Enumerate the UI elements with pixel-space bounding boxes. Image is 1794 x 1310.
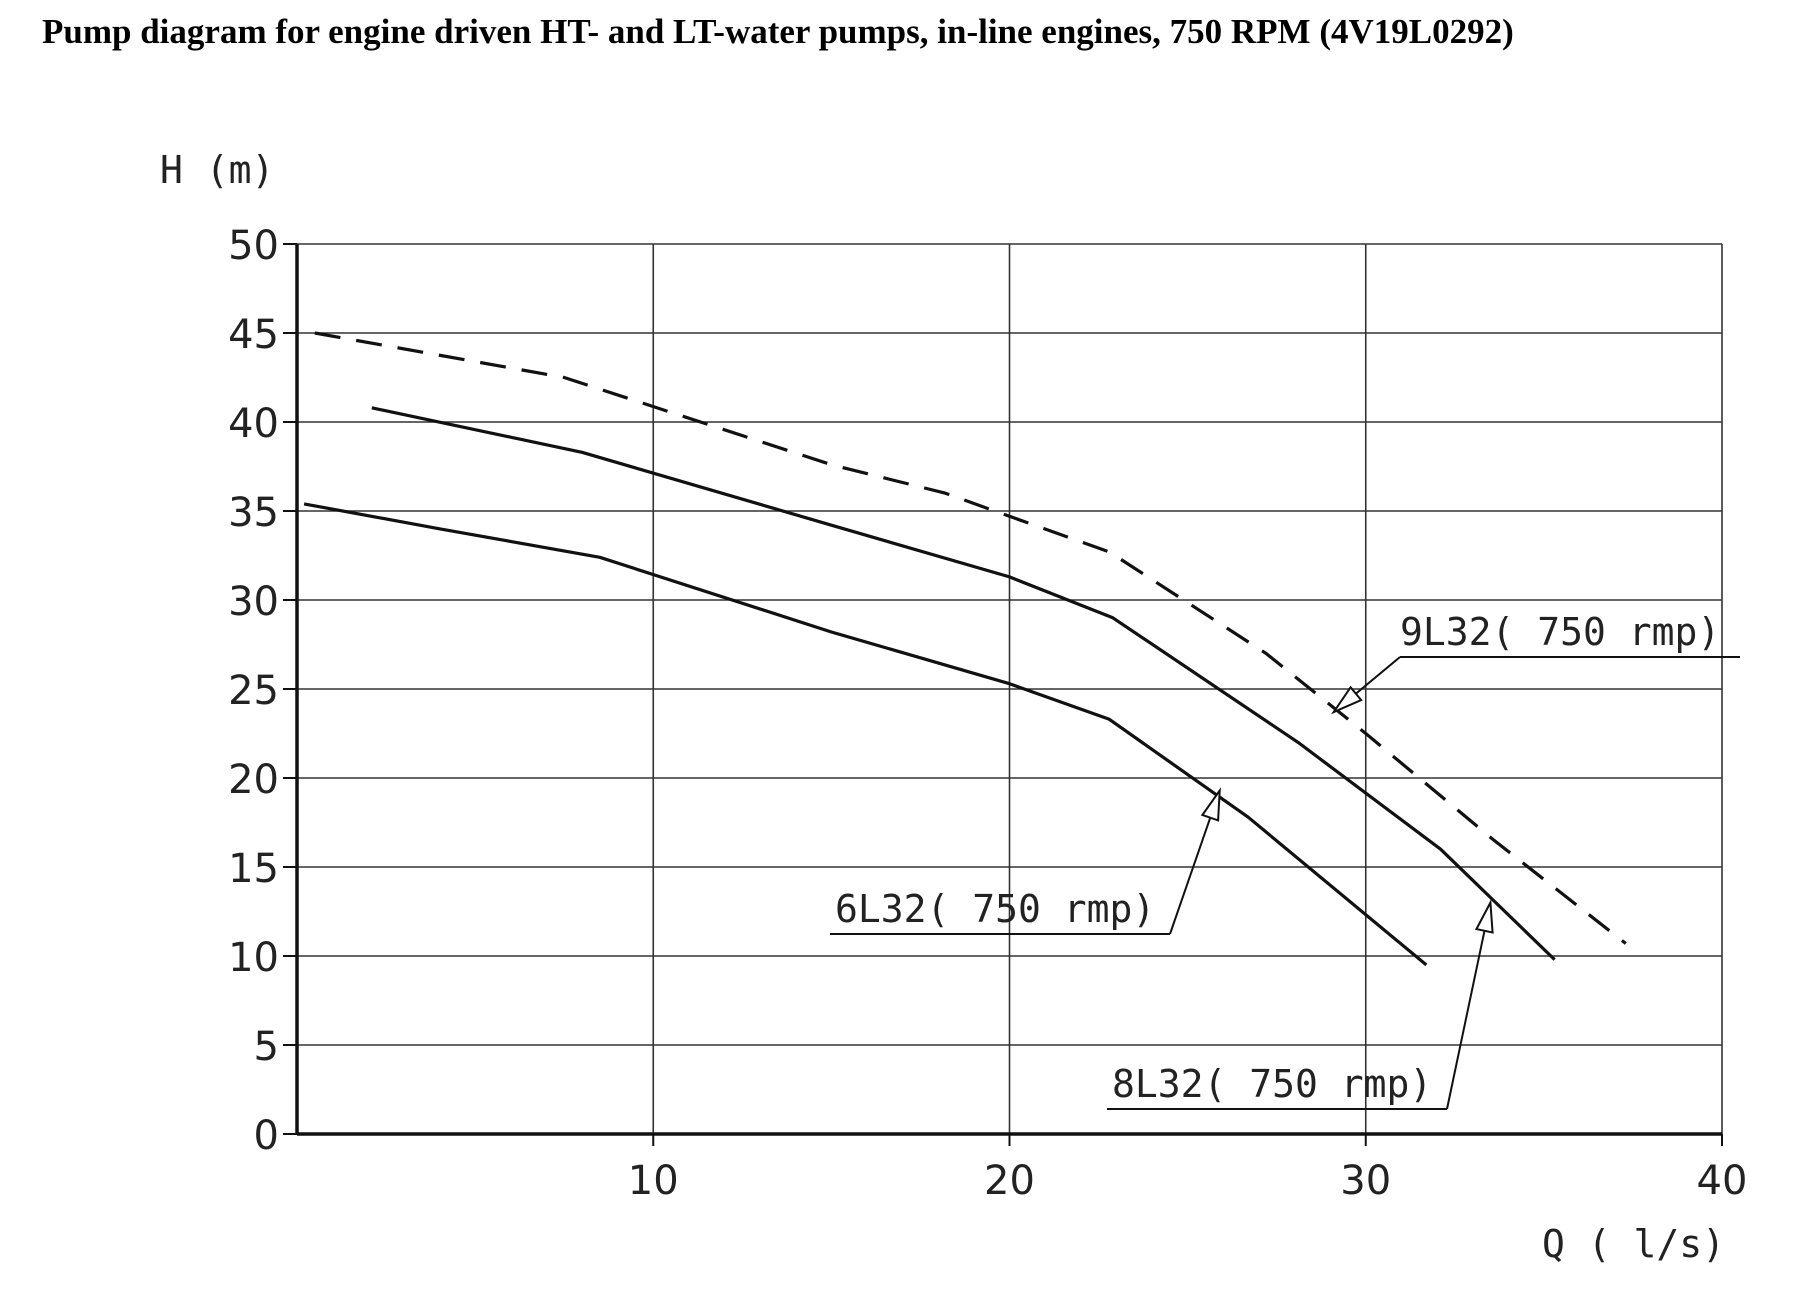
curve-label: 8L32( 750 rmp) (1112, 1062, 1432, 1106)
y-axis-label: H (m) (160, 148, 274, 192)
x-tick-label: 20 (984, 1158, 1035, 1204)
tick-labels: 0 5 10 15 20 25 30 35 40 45 50 10 20 30 40 (228, 223, 1747, 1204)
arrowhead (1474, 899, 1494, 934)
arrowhead (1330, 685, 1363, 715)
leader-line (1446, 902, 1492, 1110)
x-tick-label: 10 (628, 1158, 679, 1204)
y-tick-label: 25 (228, 668, 279, 714)
y-tick-label: 40 (228, 401, 279, 447)
x-tick-label: 40 (1697, 1158, 1748, 1204)
x-axis-label: Q ( l/s) (1542, 1222, 1725, 1266)
y-tick-label: 20 (228, 757, 279, 803)
curve-6l32 (303, 502, 1428, 967)
y-tick-label: 35 (228, 490, 279, 536)
grid-lines (297, 243, 1723, 1134)
y-tick-label: 5 (254, 1024, 279, 1070)
y-tick-label: 10 (228, 935, 279, 981)
y-tick-label: 0 (254, 1113, 279, 1159)
y-tick-label: 30 (228, 579, 279, 625)
curve-label: 6L32( 750 rmp) (835, 887, 1155, 931)
axes (283, 243, 1723, 1146)
pump-curves (303, 331, 1627, 967)
y-tick-label: 15 (228, 846, 279, 892)
curve-label: 9L32( 750 rmp) (1400, 610, 1720, 654)
y-tick-label: 45 (228, 312, 279, 358)
arrowhead (1200, 787, 1221, 822)
x-tick-label: 30 (1340, 1158, 1391, 1204)
curve-8l32 (371, 406, 1556, 961)
chart-title: Pump diagram for engine driven HT- and L… (42, 12, 1514, 51)
y-tick-label: 50 (228, 223, 279, 269)
curve-annotations: 6L32( 750 rmp) 8L32( 750 rmp) 9L32( 750 rm… (830, 610, 1740, 1110)
curve-9l32 (314, 331, 1627, 945)
